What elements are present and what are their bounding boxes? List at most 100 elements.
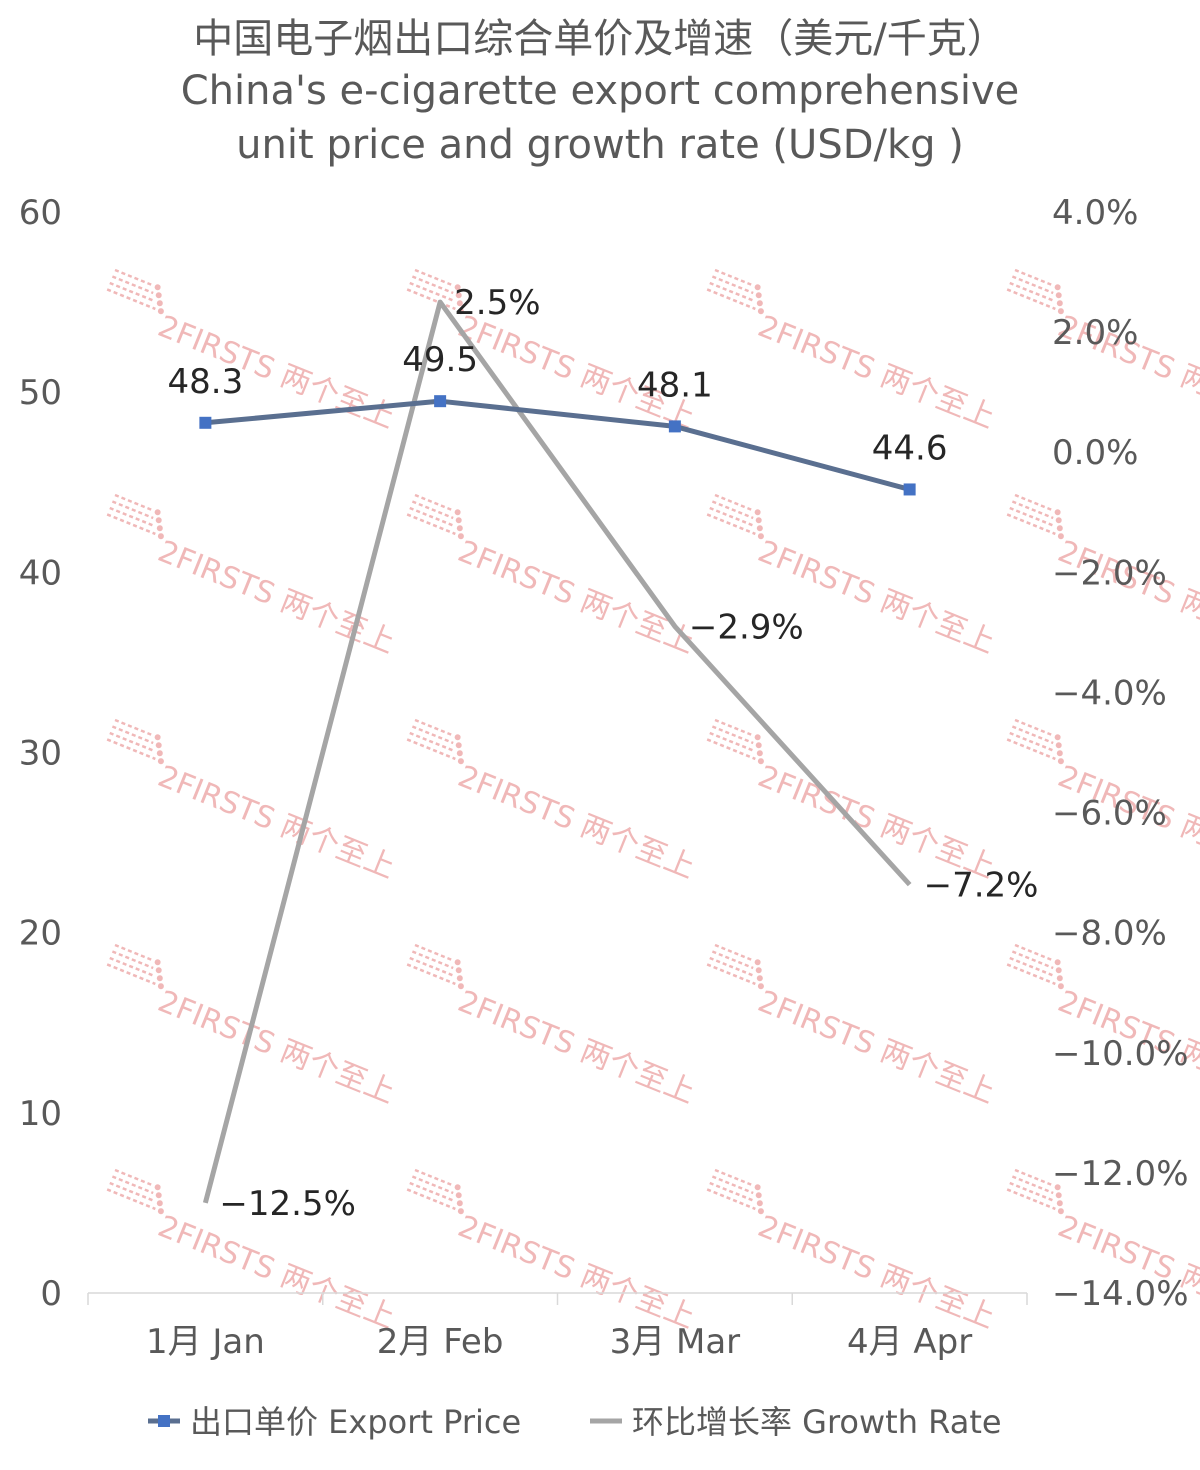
y-left-tick-label: 10 xyxy=(19,1094,62,1134)
watermark-dot xyxy=(1055,1192,1062,1199)
watermark-tile: 2FIRSTS 两个至上 xyxy=(406,1168,700,1336)
y-left-tick-label: 40 xyxy=(19,553,62,593)
watermark-dot xyxy=(755,292,762,299)
watermark-stroke xyxy=(1014,943,1053,962)
watermark-dot xyxy=(757,758,764,765)
watermark-tile: 2FIRSTS 两个至上 xyxy=(1006,943,1200,1111)
watermark-stroke xyxy=(411,725,454,745)
watermark-dot xyxy=(457,1208,464,1215)
watermark-dot xyxy=(1057,533,1064,540)
watermark-dot xyxy=(454,734,461,741)
watermark-stroke xyxy=(1014,718,1053,737)
y-left-tick-label: 50 xyxy=(19,373,62,413)
watermark-dot xyxy=(154,284,161,291)
watermark-stroke xyxy=(406,1188,456,1211)
watermark-text: 2FIRSTS 两个至上 xyxy=(753,309,1000,436)
watermark-stroke xyxy=(1006,738,1056,761)
watermark-dot xyxy=(755,1192,762,1199)
watermark-stroke xyxy=(111,725,154,745)
legend-export-price-marker xyxy=(158,1415,170,1427)
watermark-dot xyxy=(157,308,164,315)
x-tick-label: 1月 Jan xyxy=(146,1322,265,1362)
watermark-dot xyxy=(1055,742,1062,749)
x-tick-label: 3月 Mar xyxy=(610,1322,741,1362)
watermark-tile: 2FIRSTS 两个至上 xyxy=(106,493,400,661)
watermark-dot xyxy=(757,983,764,990)
watermark-dot xyxy=(155,292,162,299)
watermark-dot xyxy=(156,1200,163,1207)
export-price-marker xyxy=(434,395,447,408)
watermark-dot xyxy=(454,509,461,516)
watermark-stroke xyxy=(1009,1181,1055,1203)
watermark-dot xyxy=(755,742,762,749)
watermark-stroke xyxy=(409,506,455,528)
y-right-tick-label: −6.0% xyxy=(1052,794,1167,834)
watermark-tile: 2FIRSTS 两个至上 xyxy=(706,718,1000,886)
watermark-stroke xyxy=(406,288,456,311)
watermark-stroke xyxy=(114,268,153,287)
watermark-stroke xyxy=(109,731,155,753)
watermark-dot xyxy=(1055,517,1062,524)
watermark-stroke xyxy=(414,718,453,737)
watermark-dot xyxy=(1054,509,1061,516)
y-right-tick-label: 4.0% xyxy=(1052,193,1138,233)
watermark-dot xyxy=(455,292,462,299)
export-price-line xyxy=(205,398,911,492)
watermark-dot xyxy=(155,517,162,524)
export-price-data-label: 48.3 xyxy=(168,362,244,402)
watermark-dot xyxy=(1056,1200,1063,1207)
watermark-tile: 2FIRSTS 两个至上 xyxy=(706,943,1000,1111)
export-price-data-label: 44.6 xyxy=(872,428,948,468)
watermark-dot xyxy=(457,758,464,765)
x-tick-label: 4月 Apr xyxy=(847,1322,972,1362)
watermark-dot xyxy=(1057,983,1064,990)
chart-title-en-line2: unit price and growth rate (USD/kg ) xyxy=(236,122,964,168)
watermark-dot xyxy=(154,734,161,741)
watermark-stroke xyxy=(714,493,753,512)
growth-rate-data-label: −12.5% xyxy=(219,1184,356,1224)
y-right-tick-label: −10.0% xyxy=(1052,1034,1189,1074)
watermark-stroke xyxy=(706,513,756,536)
watermark-dot xyxy=(454,284,461,291)
watermark-dot xyxy=(455,517,462,524)
watermark-dot xyxy=(755,967,762,974)
watermark-stroke xyxy=(109,956,155,978)
watermark-stroke xyxy=(706,288,756,311)
watermark-dot xyxy=(1054,284,1061,291)
legend: 出口单价 Export Price 环比增长率 Growth Rate xyxy=(148,1403,1002,1441)
watermark-dot xyxy=(754,734,761,741)
watermark-dot xyxy=(455,742,462,749)
watermark-stroke xyxy=(711,1175,754,1195)
watermark-dot xyxy=(455,967,462,974)
watermark-stroke xyxy=(406,513,456,536)
watermark-dot xyxy=(154,959,161,966)
x-tick-label: 2月 Feb xyxy=(377,1322,504,1362)
watermark-dot xyxy=(756,300,763,307)
watermark-stroke xyxy=(106,1188,156,1211)
watermark-dot xyxy=(156,525,163,532)
export-price-marker xyxy=(668,420,681,433)
watermark-stroke xyxy=(111,1175,154,1195)
watermark-stroke xyxy=(109,506,155,528)
watermark-stroke xyxy=(714,268,753,287)
watermark-dot xyxy=(457,533,464,540)
watermark-dot xyxy=(756,525,763,532)
watermark-stroke xyxy=(709,281,755,303)
watermark-dot xyxy=(457,308,464,315)
watermark-stroke xyxy=(711,500,754,520)
watermark-stroke xyxy=(111,275,154,295)
watermark-stroke xyxy=(711,725,754,745)
watermark-dot xyxy=(157,1208,164,1215)
watermark-dot xyxy=(456,300,463,307)
watermark-stroke xyxy=(409,1181,455,1203)
watermark-dot xyxy=(454,1184,461,1191)
y-right-tick-label: −12.0% xyxy=(1052,1154,1189,1194)
watermark-stroke xyxy=(1006,513,1056,536)
growth-rate-data-label: 2.5% xyxy=(454,283,540,323)
watermark-tile: 2FIRSTS 两个至上 xyxy=(406,718,700,886)
watermark-stroke xyxy=(106,738,156,761)
watermark-dot xyxy=(455,1192,462,1199)
watermark-stroke xyxy=(711,275,754,295)
watermark-dot xyxy=(754,959,761,966)
watermark-dot xyxy=(754,284,761,291)
